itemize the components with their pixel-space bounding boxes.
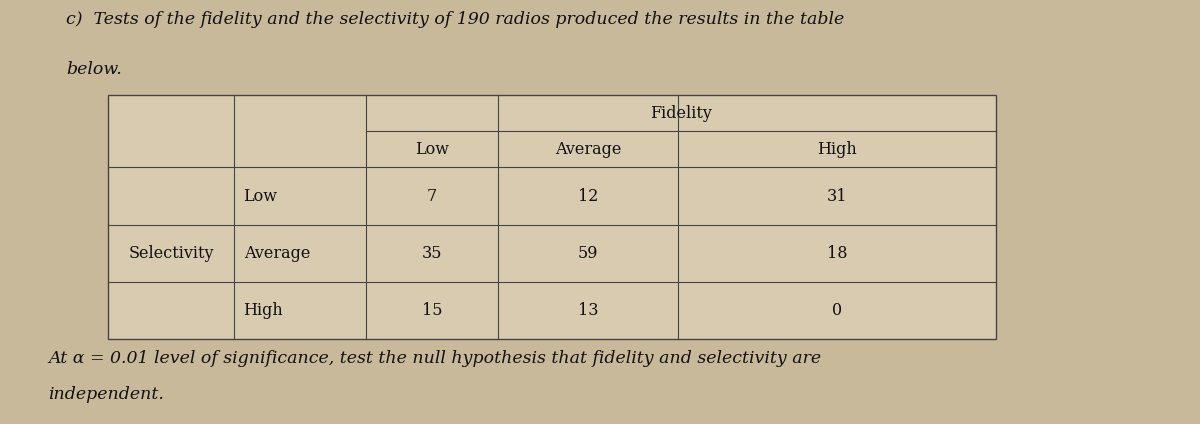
- Text: 18: 18: [827, 245, 847, 262]
- Text: Low: Low: [244, 187, 277, 205]
- Text: 0: 0: [832, 302, 842, 319]
- Text: 31: 31: [827, 187, 847, 205]
- Text: independent.: independent.: [48, 386, 164, 403]
- Text: At α = 0.01 level of significance, test the null hypothesis that fidelity and se: At α = 0.01 level of significance, test …: [48, 350, 821, 367]
- Text: c)  Tests of the fidelity and the selectivity of 190 radios produced the results: c) Tests of the fidelity and the selecti…: [66, 11, 845, 28]
- Text: Fidelity: Fidelity: [650, 105, 712, 122]
- Text: 7: 7: [427, 187, 437, 205]
- Text: 59: 59: [577, 245, 599, 262]
- Text: 12: 12: [578, 187, 598, 205]
- Text: Average: Average: [244, 245, 310, 262]
- Text: 35: 35: [421, 245, 443, 262]
- Text: High: High: [817, 141, 857, 158]
- Text: 13: 13: [577, 302, 599, 319]
- Bar: [108, 95, 996, 339]
- Text: Low: Low: [415, 141, 449, 158]
- Text: High: High: [244, 302, 283, 319]
- Text: 15: 15: [421, 302, 443, 319]
- Text: Average: Average: [554, 141, 622, 158]
- Text: below.: below.: [66, 61, 121, 78]
- Bar: [108, 95, 996, 339]
- Text: Selectivity: Selectivity: [128, 245, 214, 262]
